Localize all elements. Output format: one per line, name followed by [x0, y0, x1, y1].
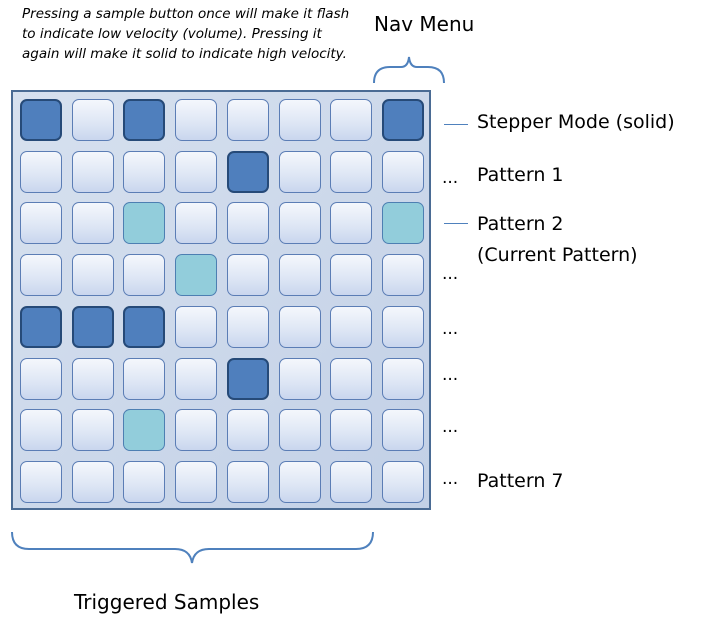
pad-r1-c1[interactable] — [20, 99, 62, 141]
stepper-connector — [444, 124, 468, 125]
pad-r8-c5[interactable] — [226, 460, 269, 503]
pad-r3-c5[interactable] — [226, 202, 269, 245]
pad-r1-c5[interactable] — [226, 99, 269, 141]
pad-r4-c4[interactable] — [175, 254, 218, 297]
pad-r2-c8-nav[interactable] — [381, 150, 424, 193]
pattern-2-connector — [444, 223, 468, 224]
pad-r5-c4[interactable] — [175, 305, 218, 348]
dots-row-6: ... — [442, 417, 459, 437]
pad-r5-c3[interactable] — [123, 305, 166, 348]
pad-r6-c4[interactable] — [175, 357, 218, 400]
pad-r8-c4[interactable] — [175, 460, 218, 503]
dots-row-1: ... — [442, 168, 459, 188]
pad-r6-c2[interactable] — [71, 357, 114, 400]
pad-r3-c2[interactable] — [71, 202, 114, 245]
pad-r5-c7[interactable] — [330, 305, 373, 348]
pad-r7-c6[interactable] — [278, 409, 321, 452]
pad-r5-c2[interactable] — [71, 305, 114, 348]
triggered-samples-label: Triggered Samples — [74, 590, 260, 614]
label-pattern-1: Pattern 1 — [477, 164, 564, 186]
pad-r7-c4[interactable] — [175, 409, 218, 452]
triggered-samples-brace — [11, 531, 374, 564]
pad-r7-c1[interactable] — [20, 409, 62, 452]
dots-row-5: ... — [442, 365, 459, 385]
pad-r7-c5[interactable] — [226, 409, 269, 452]
pad-r5-c6[interactable] — [278, 305, 321, 348]
pad-r2-c7[interactable] — [330, 150, 373, 193]
pad-r8-c8-nav[interactable] — [381, 460, 424, 503]
pad-r4-c6[interactable] — [278, 254, 321, 297]
pad-r2-c5[interactable] — [226, 150, 269, 193]
label-current-pattern: (Current Pattern) — [477, 244, 638, 266]
pad-r2-c2[interactable] — [71, 150, 114, 193]
pad-r8-c2[interactable] — [71, 460, 114, 503]
pad-r2-c6[interactable] — [278, 150, 321, 193]
pad-r1-c7[interactable] — [330, 99, 373, 141]
pad-r6-c6[interactable] — [278, 357, 321, 400]
pad-r1-c2[interactable] — [71, 99, 114, 141]
pad-r3-c6[interactable] — [278, 202, 321, 245]
pad-r4-c8-nav[interactable] — [381, 254, 424, 297]
pad-r4-c2[interactable] — [71, 254, 114, 297]
pad-r7-c8-nav[interactable] — [381, 409, 424, 452]
label-pattern-2: Pattern 2 — [477, 213, 564, 235]
pad-r1-c3[interactable] — [123, 99, 166, 141]
launchpad-grid — [11, 90, 431, 510]
pad-r4-c3[interactable] — [123, 254, 166, 297]
pad-r2-c4[interactable] — [175, 150, 218, 193]
pad-r3-c4[interactable] — [175, 202, 218, 245]
velocity-note: Pressing a sample button once will make … — [22, 6, 350, 62]
pad-r1-c4[interactable] — [175, 99, 218, 141]
pad-r6-c3[interactable] — [123, 357, 166, 400]
pad-r3-c1[interactable] — [20, 202, 62, 245]
pad-r8-c7[interactable] — [330, 460, 373, 503]
pad-r5-c5[interactable] — [226, 305, 269, 348]
pad-r5-c1[interactable] — [20, 305, 62, 348]
pad-r8-c1[interactable] — [20, 460, 62, 503]
nav-menu-label: Nav Menu — [374, 12, 475, 36]
pad-r2-c3[interactable] — [123, 150, 166, 193]
pad-r5-c8-nav[interactable] — [381, 305, 424, 348]
pad-r3-c3[interactable] — [123, 202, 166, 245]
pad-r4-c1[interactable] — [20, 254, 62, 297]
pad-r6-c8-nav[interactable] — [381, 357, 424, 400]
dots-row-7: ... — [442, 469, 459, 489]
pad-r3-c8-nav[interactable] — [381, 202, 424, 245]
pad-r3-c7[interactable] — [330, 202, 373, 245]
pad-r6-c5[interactable] — [226, 357, 269, 400]
pad-r1-c8-nav[interactable] — [381, 99, 424, 141]
pad-r8-c3[interactable] — [123, 460, 166, 503]
dots-row-3: ... — [442, 264, 459, 284]
pad-r7-c2[interactable] — [71, 409, 114, 452]
pad-r4-c5[interactable] — [226, 254, 269, 297]
label-stepper-mode: Stepper Mode (solid) — [477, 111, 675, 133]
pad-r4-c7[interactable] — [330, 254, 373, 297]
pad-r6-c7[interactable] — [330, 357, 373, 400]
nav-menu-brace — [373, 56, 445, 84]
pad-r7-c7[interactable] — [330, 409, 373, 452]
label-pattern-7: Pattern 7 — [477, 470, 564, 492]
pad-r8-c6[interactable] — [278, 460, 321, 503]
pad-r6-c1[interactable] — [20, 357, 62, 400]
pad-r7-c3[interactable] — [123, 409, 166, 452]
pad-r1-c6[interactable] — [278, 99, 321, 141]
dots-row-4: ... — [442, 319, 459, 339]
pad-r2-c1[interactable] — [20, 150, 62, 193]
